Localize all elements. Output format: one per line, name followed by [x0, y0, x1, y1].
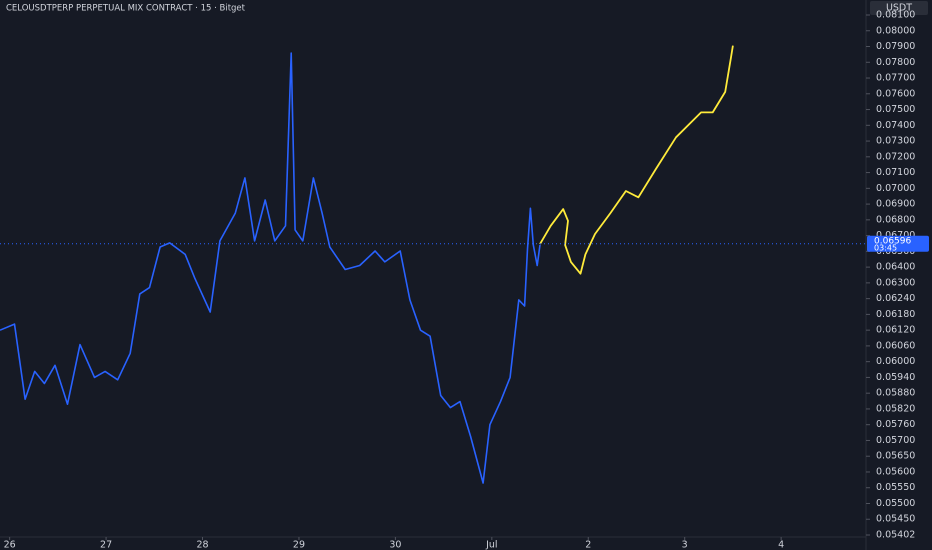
x-tick-label: 3	[682, 540, 688, 550]
price-line	[0, 52, 541, 484]
y-tick-label: 0.06900	[876, 199, 915, 210]
y-tick-label: 0.06000	[876, 356, 915, 367]
y-tick-label: 0.07200	[876, 151, 915, 162]
unit-label: USDT	[886, 3, 912, 14]
x-tick-label: 27	[100, 540, 112, 550]
x-tick-label: 29	[293, 540, 305, 550]
y-tick-label: 0.06800	[876, 214, 915, 225]
x-tick-label: 2	[585, 540, 591, 550]
y-tick-label: 0.05820	[876, 403, 915, 414]
x-tick-label: Jul	[485, 540, 497, 550]
y-tick-label: 0.05600	[876, 466, 915, 477]
unit-box	[870, 1, 928, 15]
y-tick-label: 0.05450	[876, 514, 915, 525]
y-tick-label: 0.07600	[876, 88, 915, 99]
y-tick-label: 0.05402	[876, 530, 915, 541]
y-tick-label: 0.05880	[876, 388, 915, 399]
y-tick-label: 0.07300	[876, 136, 915, 147]
y-tick-label: 0.07800	[876, 57, 915, 68]
y-tick-label: 0.05760	[876, 419, 915, 430]
last-price-box	[867, 235, 929, 252]
y-tick-label: 0.06300	[876, 277, 915, 288]
y-tick-label: 0.07900	[876, 41, 915, 52]
y-tick-label: 0.07400	[876, 120, 915, 131]
y-tick-label: 0.05940	[876, 372, 915, 383]
y-tick-label: 0.08000	[876, 25, 915, 36]
y-tick-label: 0.07000	[876, 183, 915, 194]
y-tick-label: 0.05650	[876, 451, 915, 462]
y-tick-label: 0.05700	[876, 435, 915, 446]
y-tick-label: 0.06120	[876, 325, 915, 336]
y-tick-label: 0.06060	[876, 340, 915, 351]
x-tick-label: 28	[196, 540, 208, 550]
y-tick-label: 0.06240	[876, 293, 915, 304]
countdown: 03:45	[874, 243, 897, 252]
x-tick-label: 4	[778, 540, 784, 550]
y-tick-label: 0.07700	[876, 73, 915, 84]
y-tick-label: 0.06400	[876, 262, 915, 273]
y-tick-label: 0.06180	[876, 309, 915, 320]
y-tick-label: 0.05550	[876, 482, 915, 493]
y-tick-label: 0.06700	[876, 230, 915, 241]
y-tick-label: 0.07500	[876, 104, 915, 115]
price-line	[539, 45, 734, 275]
x-tick-label: 30	[389, 540, 401, 550]
last-price-label: 0.06596	[874, 236, 911, 246]
y-tick-label: 0.07100	[876, 167, 915, 178]
y-tick-label: 0.08100	[876, 10, 915, 21]
y-tick-label: 0.05500	[876, 498, 915, 509]
x-tick-label: 26	[4, 540, 16, 550]
chart-title: CELOUSDTPERP PERPETUAL MIX CONTRACT · 15…	[6, 4, 246, 14]
